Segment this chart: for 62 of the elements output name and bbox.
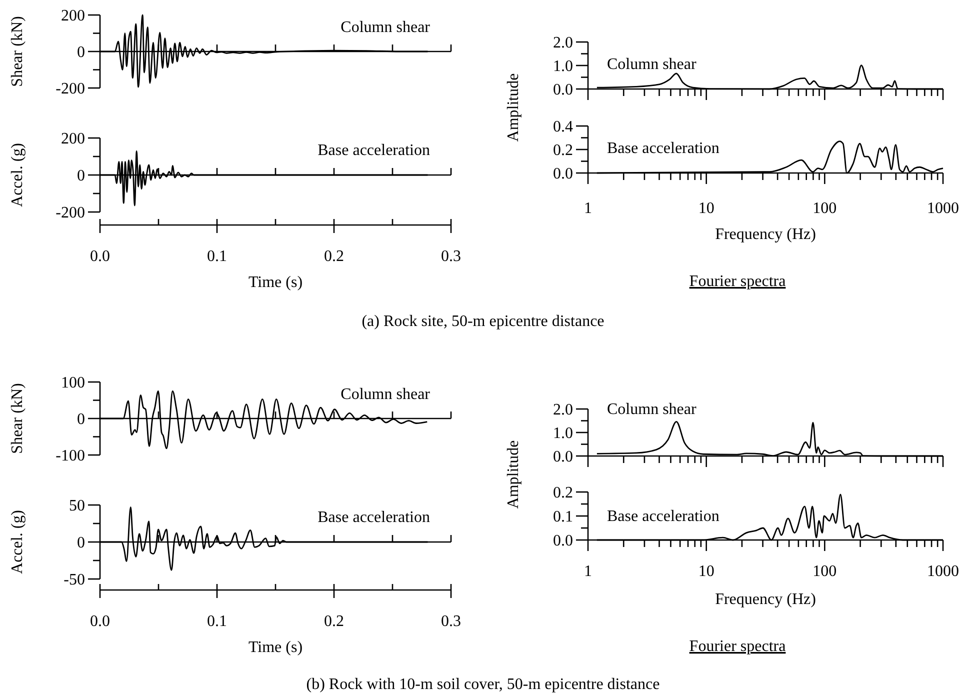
- y-tick-label: -50: [64, 572, 85, 589]
- x-tick-label: 0.2: [324, 248, 344, 265]
- annotation: Base acceleration: [318, 142, 430, 159]
- y-tick-label: 200: [61, 8, 85, 25]
- y-tick-label: 0: [77, 168, 85, 185]
- x-tick-label: 1: [584, 563, 592, 580]
- x-tick-label: 10: [698, 563, 714, 580]
- y-tick-label: 0.0: [553, 166, 573, 183]
- text: Fourier spectra: [689, 273, 786, 290]
- annotation: Column shear: [340, 19, 431, 36]
- y-tick-label: -200: [56, 80, 85, 98]
- x-axis-title: Time (s): [248, 639, 303, 656]
- y-tick-label: -100: [56, 448, 85, 465]
- x-tick-label: 100: [812, 200, 837, 217]
- x-axis-title: Frequency (Hz): [715, 591, 816, 608]
- y-tick-label: 2.0: [553, 402, 573, 419]
- x-tick-label: 0.0: [90, 613, 110, 630]
- x-tick-label: 100: [812, 563, 837, 580]
- text: Fourier spectra: [689, 638, 786, 655]
- x-tick-label: 1000: [927, 563, 959, 580]
- x-tick-label: 0.0: [90, 248, 110, 265]
- x-axis-title: Time (s): [248, 274, 303, 291]
- y-tick-label: 100: [61, 374, 85, 392]
- annotation: Base acceleration: [607, 140, 720, 157]
- x-axis-title: Frequency (Hz): [715, 226, 816, 243]
- annotation: Column shear: [607, 401, 697, 418]
- x-tick-label: 0.2: [324, 613, 344, 630]
- y-axis-title: Accel. (g): [9, 143, 26, 207]
- annotation: Base acceleration: [318, 509, 430, 526]
- y-axis-title: Accel. (g): [9, 510, 26, 574]
- x-tick-label: 0.3: [441, 248, 461, 265]
- y-tick-label: 0.0: [553, 532, 573, 550]
- y-axis-title: Amplitude: [505, 73, 522, 142]
- y-tick-label: -200: [56, 204, 85, 222]
- annotation: Column shear: [607, 56, 697, 73]
- y-tick-label: 0: [77, 44, 85, 62]
- y-tick-label: 0.4: [553, 118, 573, 136]
- y-axis-title: Amplitude: [505, 440, 522, 509]
- y-tick-label: 0.2: [553, 484, 573, 502]
- x-tick-label: 1000: [927, 200, 959, 217]
- y-tick-label: 0.0: [553, 82, 573, 99]
- y-tick-label: 1.0: [553, 58, 573, 76]
- x-tick-label: 0.3: [441, 613, 461, 630]
- y-tick-label: 0.1: [553, 508, 573, 526]
- text: (a) Rock site, 50-m epicentre distance: [362, 313, 604, 330]
- x-tick-label: 0.1: [207, 248, 227, 265]
- y-tick-label: 50: [69, 498, 85, 515]
- x-tick-label: 0.1: [207, 613, 227, 630]
- y-axis-title: Shear (kN): [9, 16, 26, 87]
- y-tick-label: 0: [77, 411, 85, 428]
- y-tick-label: 200: [61, 130, 85, 148]
- x-tick-label: 1: [584, 200, 592, 217]
- annotation: Column shear: [340, 386, 431, 403]
- y-axis-title: Shear (kN): [9, 383, 26, 454]
- y-tick-label: 0: [77, 534, 85, 552]
- y-tick-label: 1.0: [553, 425, 573, 442]
- annotation: Base acceleration: [607, 508, 720, 525]
- y-tick-label: 0.2: [553, 142, 573, 160]
- y-tick-label: 0.0: [553, 448, 573, 466]
- y-tick-label: 2.0: [553, 34, 573, 52]
- x-tick-label: 10: [698, 200, 714, 217]
- text: (b) Rock with 10-m soil cover, 50-m epicentre distance: [306, 676, 660, 693]
